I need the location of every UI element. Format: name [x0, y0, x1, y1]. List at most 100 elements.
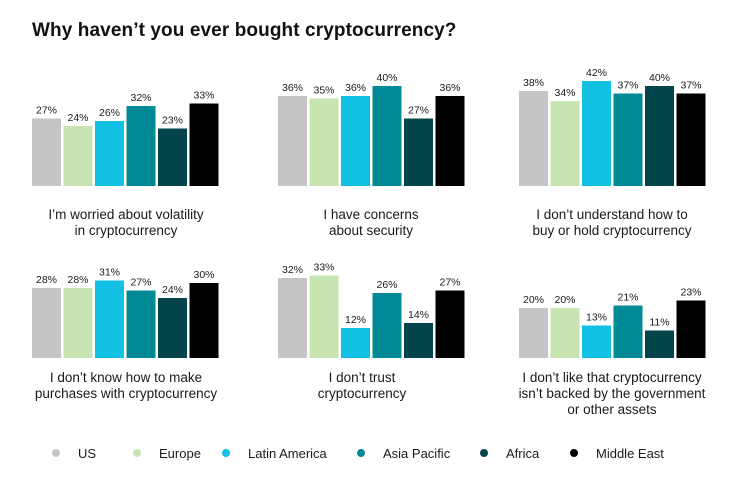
- legend-item-asia-pacific: Asia Pacific: [357, 443, 450, 463]
- bar-value-label: 36%: [345, 82, 366, 94]
- legend-dot-icon: [357, 449, 365, 457]
- bar-value-label: 20%: [554, 294, 575, 306]
- bar-us: [278, 278, 307, 358]
- bar-value-label: 34%: [554, 87, 575, 99]
- bar-value-label: 40%: [649, 72, 670, 84]
- bar-value-label: 36%: [439, 82, 460, 94]
- legend-dot-icon: [133, 449, 141, 457]
- bar-africa: [158, 128, 187, 186]
- bar-europe: [309, 98, 339, 186]
- panel-label-line: in cryptocurrency: [74, 223, 178, 238]
- bar-value-label: 37%: [617, 80, 638, 92]
- panel-label-line: I don’t trust: [328, 370, 396, 385]
- bar-africa: [404, 323, 433, 358]
- bar-value-label: 13%: [586, 312, 607, 324]
- bar-value-label: 23%: [162, 115, 183, 127]
- bar-middle-east: [189, 103, 219, 186]
- legend-label: Africa: [506, 445, 540, 461]
- bar-value-label: 38%: [523, 77, 544, 89]
- bar-africa: [404, 118, 433, 186]
- bar-latin-america: [341, 96, 370, 186]
- bar-europe: [550, 101, 580, 186]
- bar-value-label: 20%: [523, 294, 544, 306]
- bar-latin-america: [341, 328, 370, 358]
- panel-label-line: I don’t know how to make: [49, 370, 203, 385]
- legend-label: Middle East: [596, 445, 664, 461]
- bar-us: [519, 91, 548, 186]
- bar-value-label: 24%: [67, 112, 88, 124]
- panel-label-line: buy or hold cryptocurrency: [532, 223, 692, 238]
- bar-value-label: 35%: [313, 85, 334, 97]
- bar-value-label: 11%: [649, 317, 669, 329]
- bar-africa: [645, 86, 674, 186]
- bar-value-label: 24%: [162, 284, 183, 296]
- bar-value-label: 42%: [586, 67, 607, 79]
- panel-4: 28% 28% 31% 27% 24% 30%: [32, 267, 219, 358]
- bar-middle-east: [676, 300, 706, 358]
- panel-label-line: or other assets: [567, 402, 657, 417]
- panel-label-line: I don’t understand how to: [536, 207, 688, 222]
- bar-value-label: 36%: [282, 82, 303, 94]
- panel-label-line: cryptocurrency: [317, 386, 407, 401]
- bar-asia-pacific: [613, 305, 643, 358]
- panel-2: 36% 35% 36% 40% 27% 36%: [278, 72, 465, 186]
- bar-us: [278, 96, 307, 186]
- bar-value-label: 27%: [439, 277, 460, 289]
- bar-us: [519, 308, 548, 358]
- panel-label-line: I don’t like that cryptocurrency: [522, 370, 702, 385]
- bar-value-label: 31%: [99, 267, 120, 279]
- bar-latin-america: [582, 81, 611, 186]
- bar-value-label: 14%: [408, 309, 429, 321]
- bar-value-label: 32%: [130, 92, 151, 104]
- chart-title: Why haven’t you ever bought cryptocurren…: [32, 20, 457, 41]
- bar-europe: [550, 308, 580, 358]
- panel-label-line: about security: [328, 223, 414, 238]
- panel-label-line: isn’t backed by the government: [518, 386, 706, 401]
- bar-value-label: 26%: [99, 107, 120, 119]
- bar-europe: [309, 275, 339, 358]
- legend-dot-icon: [52, 449, 60, 457]
- bar-value-label: 27%: [36, 105, 57, 117]
- bar-asia-pacific: [126, 290, 156, 358]
- bar-value-label: 26%: [376, 279, 397, 291]
- bar-us: [32, 288, 61, 358]
- panel-5: 32% 33% 12% 26% 14% 27%: [278, 262, 465, 358]
- bar-africa: [645, 330, 674, 358]
- legend-label: Asia Pacific: [383, 445, 451, 461]
- bar-middle-east: [435, 290, 465, 358]
- legend-item-africa: Africa: [480, 443, 539, 463]
- bar-asia-pacific: [372, 293, 402, 358]
- bar-value-label: 40%: [376, 72, 397, 84]
- bar-europe: [63, 288, 93, 358]
- bar-asia-pacific: [613, 93, 643, 186]
- bar-us: [32, 118, 61, 186]
- bar-value-label: 28%: [36, 274, 57, 286]
- bar-value-label: 28%: [67, 274, 88, 286]
- legend-item-us: US: [52, 443, 96, 463]
- bar-latin-america: [582, 325, 611, 358]
- panel-6: 20% 20% 13% 21% 11% 23%: [519, 287, 706, 358]
- bar-latin-america: [95, 121, 124, 186]
- legend-dot-icon: [570, 449, 578, 457]
- bar-middle-east: [435, 96, 465, 186]
- bar-value-label: 30%: [193, 269, 214, 281]
- legend-item-europe: Europe: [133, 443, 201, 463]
- legend-label: Latin America: [248, 445, 327, 461]
- panel-label-line: I’m worried about volatility: [48, 207, 204, 222]
- bar-middle-east: [676, 93, 706, 186]
- panel-3: 38% 34% 42% 37% 40% 37%: [519, 67, 706, 186]
- bar-value-label: 33%: [193, 90, 214, 102]
- bar-africa: [158, 298, 187, 358]
- panel-label: I have concerns about security: [251, 207, 491, 239]
- panel-label-line: I have concerns: [323, 207, 419, 222]
- bar-asia-pacific: [372, 86, 402, 186]
- panel-label: I don’t like that cryptocurrency isn’t ba…: [492, 370, 732, 418]
- bar-value-label: 27%: [408, 105, 429, 117]
- bar-middle-east: [189, 283, 219, 358]
- panel-1: 27% 24% 26% 32% 23% 33%: [32, 90, 219, 186]
- legend-dot-icon: [480, 449, 488, 457]
- bar-value-label: 23%: [680, 287, 701, 299]
- panel-label: I don’t know how to make purchases with c…: [6, 370, 246, 402]
- bar-value-label: 37%: [680, 80, 701, 92]
- legend-dot-icon: [222, 449, 230, 457]
